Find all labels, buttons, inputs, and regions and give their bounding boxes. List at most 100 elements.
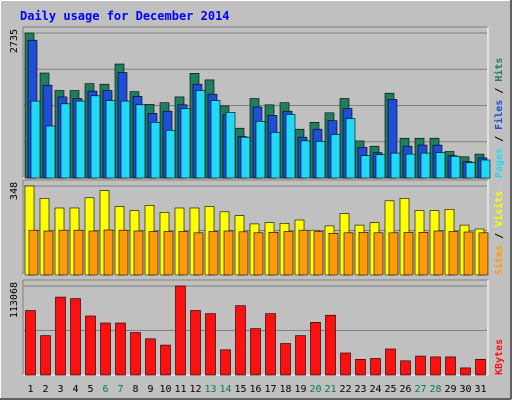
kbytes-bar-day-19: [295, 335, 306, 376]
x-tick-label-day-9: 9: [147, 384, 153, 395]
x-tick-label-day-6: 6: [102, 384, 108, 395]
pages-bar-day-20: [315, 141, 326, 179]
kbytes-bar-day-13: [205, 313, 216, 376]
legends: Pages / Files / Hits Sites / Visits KBytes: [493, 58, 505, 375]
pages-bar-day-3: [60, 103, 71, 179]
x-tick-label-day-17: 17: [264, 384, 276, 395]
x-tick-label-day-8: 8: [132, 384, 138, 395]
x-tick-label-day-22: 22: [339, 384, 351, 395]
legend-item-visits: Visits: [493, 191, 505, 227]
sites-bar-day-23: [358, 232, 369, 276]
bottom-panel: 113068: [9, 279, 489, 376]
sites-bar-day-27: [418, 232, 429, 276]
sites-bar-day-6: [103, 229, 114, 276]
pages-bar-day-9: [150, 122, 161, 179]
x-tick-label-day-26: 26: [399, 384, 411, 395]
legend-text: Pages / Files / Hits: [493, 58, 505, 178]
x-tick-label-day-19: 19: [294, 384, 306, 395]
x-tick-label-day-29: 29: [444, 384, 456, 395]
sites-bar-day-8: [133, 230, 144, 276]
sites-bar-day-25: [388, 232, 399, 276]
kbytes-bar-day-26: [400, 360, 411, 376]
pages-bar-day-24: [375, 154, 386, 179]
x-tick-label-day-2: 2: [42, 384, 48, 395]
kbytes-bar-day-25: [385, 348, 396, 376]
pages-bar-day-16: [255, 121, 266, 179]
pages-bar-day-27: [420, 152, 431, 179]
x-tick-label-day-4: 4: [72, 384, 78, 395]
sites-bar-day-19: [298, 229, 309, 276]
x-tick-label-day-15: 15: [234, 384, 246, 395]
kbytes-bar-day-11: [175, 285, 186, 376]
x-tick-label-day-10: 10: [159, 384, 171, 395]
sites-bar-day-29: [448, 231, 459, 276]
pages-bar-day-23: [360, 155, 371, 179]
pages-bar-day-30: [465, 162, 476, 179]
kbytes-bar-day-16: [250, 328, 261, 376]
x-tick-label-day-24: 24: [369, 384, 381, 395]
kbytes-bar-day-5: [85, 315, 96, 376]
x-tick-label-day-27: 27: [414, 384, 426, 395]
sites-bar-day-4: [73, 229, 84, 276]
top-panel: 2735: [9, 26, 491, 179]
pages-bar-day-17: [270, 132, 281, 179]
legend-separator: /: [494, 130, 505, 148]
sites-bar-day-15: [238, 231, 249, 276]
legend-text: KBytes: [494, 339, 505, 375]
pages-bar-day-6: [105, 100, 116, 179]
sites-bar-day-9: [148, 231, 159, 276]
pages-bar-day-7: [120, 100, 131, 179]
kbytes-bar-day-3: [55, 296, 66, 376]
pages-bar-day-15: [240, 136, 251, 179]
x-tick-label-day-3: 3: [57, 384, 63, 395]
pages-bar-day-4: [75, 100, 86, 179]
x-tick-label-day-28: 28: [429, 384, 441, 395]
sites-bar-day-26: [403, 232, 414, 276]
sites-bar-day-20: [313, 231, 324, 276]
sites-bar-day-18: [283, 231, 294, 276]
kbytes-bar-day-4: [70, 298, 81, 376]
sites-bar-day-10: [163, 231, 174, 276]
pages-bar-day-5: [90, 95, 101, 179]
x-tick-label-day-1: 1: [27, 384, 33, 395]
kbytes-bar-day-23: [355, 358, 366, 376]
x-tick-label-day-21: 21: [324, 384, 336, 395]
kbytes-bar-day-10: [160, 344, 171, 376]
pages-bar-day-2: [45, 125, 56, 179]
x-tick-label-day-23: 23: [354, 384, 366, 395]
pages-bar-day-18: [285, 114, 296, 179]
kbytes-bar-day-17: [265, 313, 276, 376]
pages-bar-day-26: [405, 153, 416, 179]
x-tick-label-day-14: 14: [219, 384, 231, 395]
pages-bar-day-14: [225, 112, 236, 179]
bars: [24, 185, 489, 276]
kbytes-bar-day-18: [280, 343, 291, 376]
legend-item-files: Files: [493, 100, 505, 130]
sites-bar-day-12: [193, 232, 204, 276]
kbytes-bar-day-14: [220, 349, 231, 376]
kbytes-bar-day-24: [370, 358, 381, 376]
x-tick-label-day-13: 13: [204, 384, 216, 395]
sites-bar-day-30: [463, 231, 474, 276]
x-tick-label-day-30: 30: [459, 384, 471, 395]
x-tick-label-day-11: 11: [174, 384, 186, 395]
y-max-label: 348: [9, 182, 20, 200]
x-axis-labels: 1 2 3 4 5 6 7 8 9 10 11 12 13 14 15 16 17 18 19 20 21 22 23 24 2…: [27, 384, 486, 395]
middle-legend: Sites / Visits: [493, 191, 505, 275]
legend-item-hits: Hits: [493, 58, 505, 82]
legend-separator: /: [494, 227, 505, 245]
pages-bar-day-31: [480, 159, 491, 179]
bars: [25, 285, 486, 376]
pages-bar-day-1: [30, 100, 41, 179]
sites-bar-day-5: [88, 230, 99, 276]
x-tick-label-day-20: 20: [309, 384, 321, 395]
chart-title: Daily usage for December 2014: [20, 9, 230, 23]
bars: [24, 32, 491, 179]
sites-bar-day-3: [58, 229, 69, 276]
pages-bar-day-12: [195, 90, 206, 179]
legend-text: Sites / Visits: [493, 191, 505, 275]
kbytes-bar-day-7: [115, 322, 126, 376]
pages-bar-day-22: [345, 118, 356, 179]
sites-bar-day-22: [343, 232, 354, 276]
pages-bar-day-25: [390, 152, 401, 179]
